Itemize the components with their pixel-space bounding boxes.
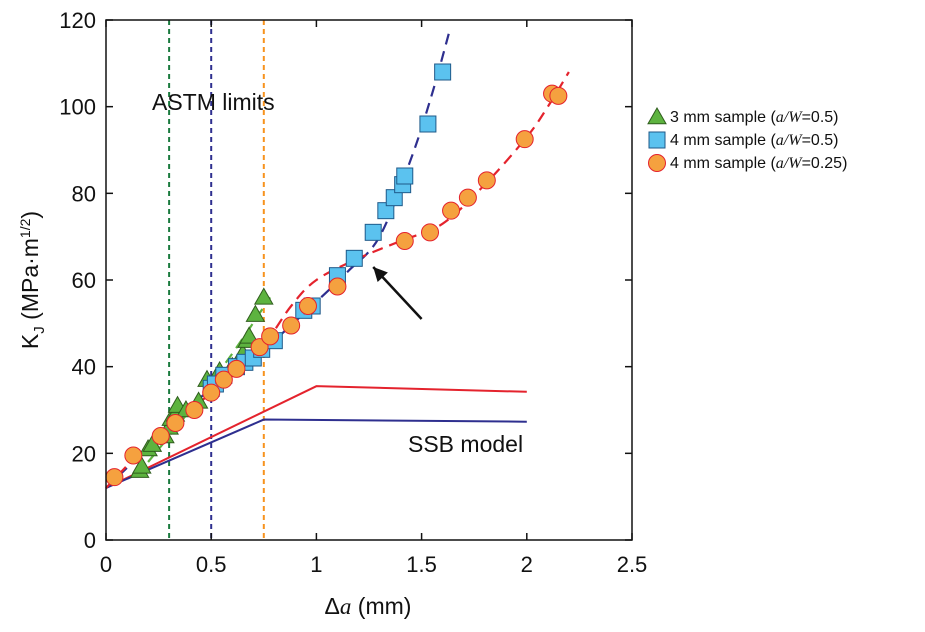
arrow-head [373,267,388,283]
legend: 3 mm sample (a/W=0.5) 4 mm sample (a/W=0.… [647,106,847,172]
data-point-square [434,63,452,81]
ssb-model-label: SSB model [408,431,523,457]
astm-limits-label: ASTM limits [152,89,275,115]
data-point-square [396,167,414,185]
data-point-circle [477,171,496,190]
ssb-model-line [105,385,527,489]
data-point-circle [250,338,269,357]
x-tick-label: 1.5 [406,552,437,577]
data-point-circle [166,414,185,432]
y-axis-title: KJ (MPa·m1/2) [17,211,48,349]
x-tick-label: 1 [310,552,322,577]
data-point-circle [282,316,301,335]
data-point-circle [202,383,221,402]
data-point-triangle [239,326,259,344]
ssb-model-lines [105,385,527,489]
arrow-annotation [372,266,423,320]
data-point-square [419,115,437,133]
x-tick-label: 2.5 [617,552,648,577]
data-point-circle [549,86,568,105]
x-axis-title: Δa (mm) [325,593,412,619]
legend-label: 4 mm sample (a/W=0.25) [670,155,847,172]
legend-marker-circle [648,154,666,172]
data-point-circle [458,188,477,207]
x-tick-label: 0 [100,552,112,577]
astm-limit-lines [168,20,265,540]
data-point-circle [421,223,440,242]
data-point-circle [298,297,317,315]
legend-marker-square [648,131,666,149]
y-tick-label: 60 [72,268,96,293]
y-tick-label: 80 [72,181,96,206]
data-points [105,63,568,487]
axis-ticks: 0 0.5 1 1.5 2 2.5 0 20 40 60 80 100 120 [59,8,647,577]
y-tick-label: 40 [72,355,96,380]
data-point-triangle [131,456,152,474]
x-tick-label: 2 [521,552,533,577]
data-point-circle [105,468,124,487]
data-point-circle [227,359,246,378]
data-point-circle [124,446,143,465]
data-point-circle [442,201,461,220]
data-point-circle [395,232,414,250]
y-tick-label: 100 [59,95,96,120]
data-point-triangle [245,304,266,322]
data-point-circle [328,277,347,296]
data-point-circle [185,401,204,419]
data-point-square [345,249,363,267]
data-point-circle [515,130,534,149]
y-tick-label: 0 [84,528,96,553]
y-tick-label: 20 [72,441,96,466]
legend-label: 4 mm sample (a/W=0.5) [670,132,839,149]
ssb-model-line [105,418,527,489]
data-point-circle [214,370,233,389]
legend-label: 3 mm sample (a/W=0.5) [670,109,839,126]
data-point-circle [151,427,170,445]
data-point-circle [261,327,280,346]
legend-marker-triangle [647,106,667,125]
data-point-square [364,223,382,241]
x-tick-label: 0.5 [196,552,227,577]
y-tick-label: 120 [59,8,96,33]
data-point-triangle [253,287,274,305]
